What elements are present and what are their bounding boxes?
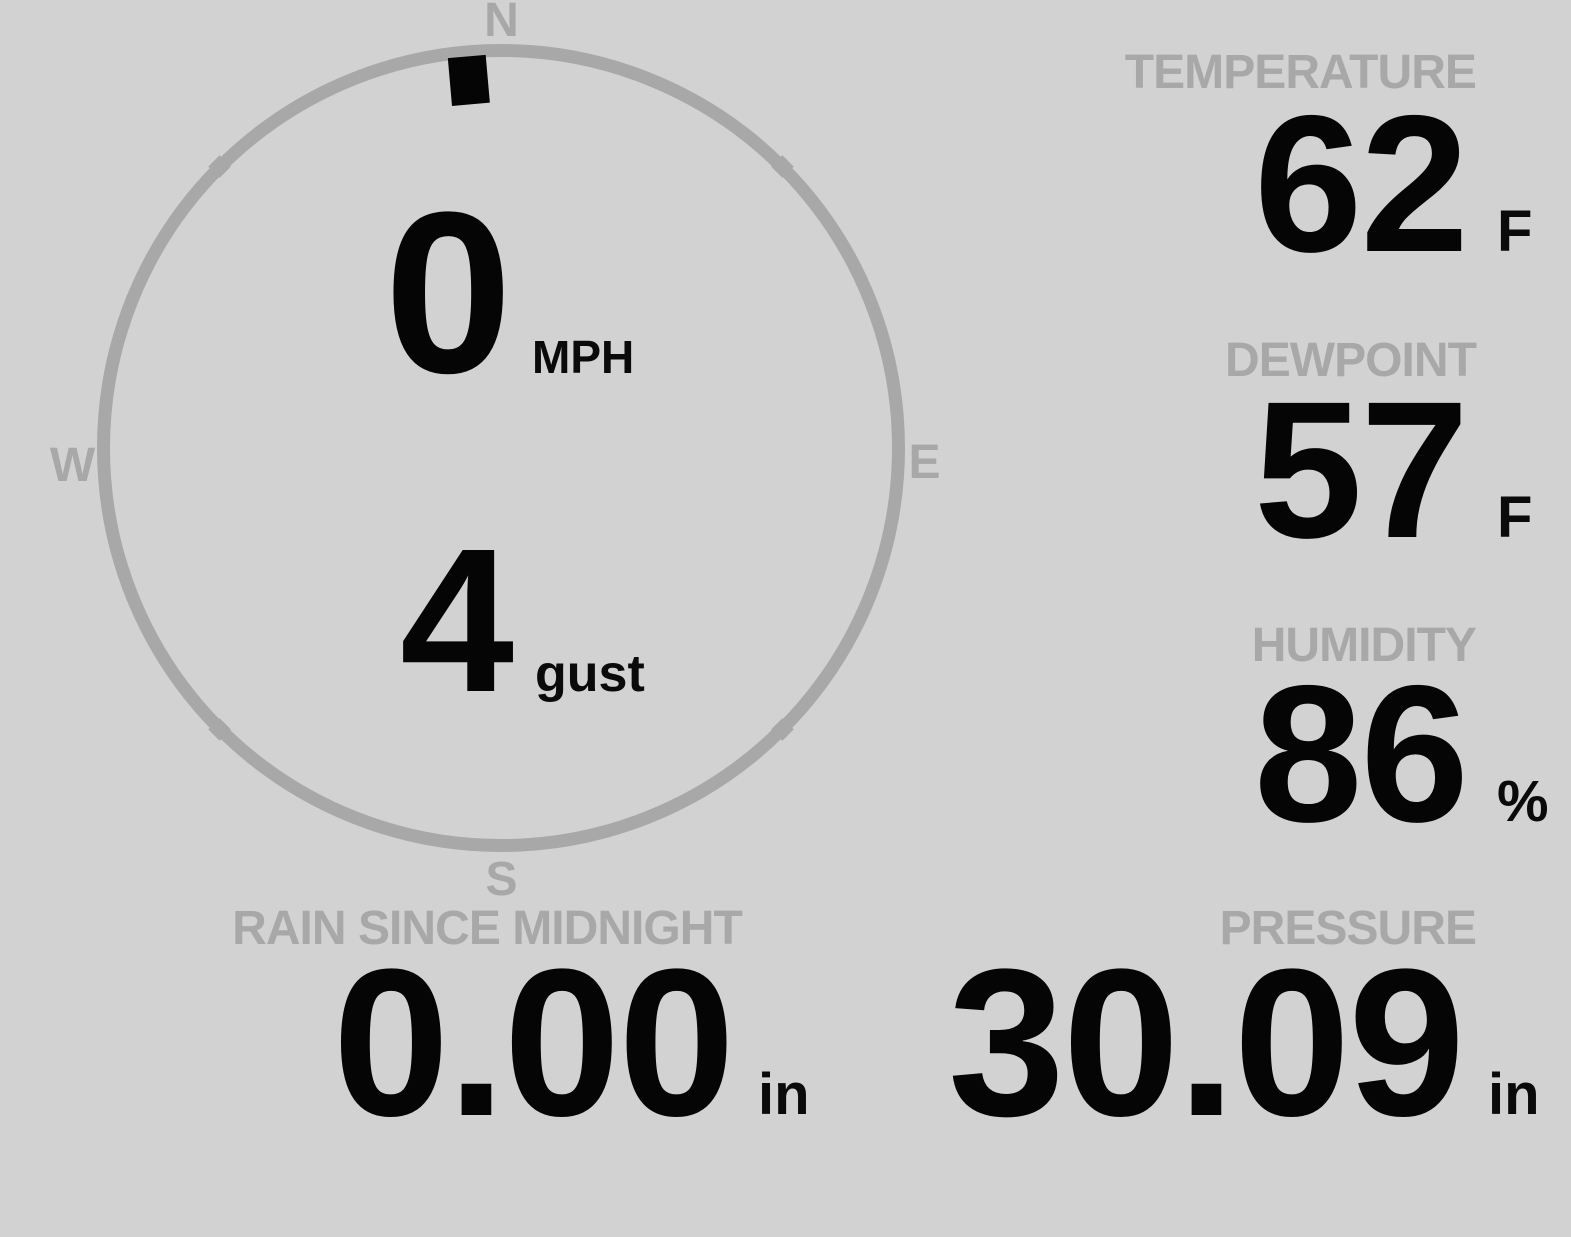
humidity-label: HUMIDITY (1251, 619, 1477, 672)
pressure-label: PRESSURE (1219, 902, 1477, 955)
pressure-unit: in (1488, 1062, 1540, 1127)
dewpoint-unit: F (1497, 485, 1533, 550)
rain-since-midnight-label: RAIN SINCE MIDNIGHT (232, 902, 743, 955)
temperature-label: TEMPERATURE (1124, 46, 1477, 99)
rain-since-midnight-unit: in (758, 1062, 810, 1127)
humidity-value: 86 (1254, 645, 1469, 863)
wind-direction-pointer-icon (447, 54, 490, 106)
humidity-unit: % (1497, 769, 1549, 834)
compass-label-west: W (49, 439, 95, 492)
wind-speed-unit: MPH (532, 331, 635, 383)
compass-label-south: S (485, 853, 517, 906)
wind-speed-value: 0 (384, 164, 512, 421)
wind-gust-value: 4 (400, 506, 514, 735)
dewpoint-label: DEWPOINT (1225, 334, 1477, 387)
rain-since-midnight-value: 0.00 (332, 925, 735, 1160)
temperature-value: 62 (1254, 75, 1469, 293)
compass-label-north: N (484, 0, 519, 47)
temperature-unit: F (1497, 199, 1533, 264)
compass-label-east: E (908, 436, 940, 489)
dewpoint-value: 57 (1254, 361, 1469, 579)
pressure-value: 30.09 (947, 925, 1465, 1160)
wind-gust-unit: gust (535, 645, 645, 703)
